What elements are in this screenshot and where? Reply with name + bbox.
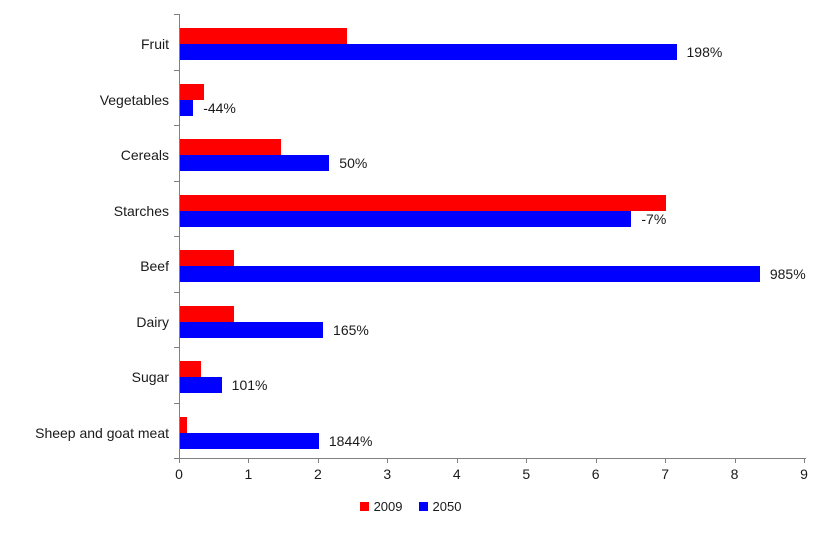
x-axis-tick (456, 458, 458, 463)
category-label: Starches (113, 202, 169, 219)
legend-swatch-2009 (359, 502, 369, 511)
legend-entry-2050: 2050 (418, 499, 462, 514)
change-label: 1844% (328, 432, 373, 449)
legend-label-2050: 2050 (432, 499, 462, 514)
bar-2050 (180, 377, 222, 393)
bar-2050 (180, 99, 194, 116)
x-axis (179, 458, 806, 459)
category-label: Cereals (120, 147, 169, 163)
legend: 2009 2050 (0, 499, 821, 514)
y-axis-tick (174, 347, 179, 348)
legend-entry-2009: 2009 (359, 499, 403, 514)
category-label: Sugar (131, 369, 169, 385)
bar-2009 (180, 361, 201, 377)
x-axis-tick (595, 458, 597, 463)
x-axis-tick (179, 458, 180, 463)
change-label: -7% (641, 210, 667, 227)
bar-2009 (180, 194, 667, 211)
change-label: 101% (231, 377, 268, 393)
category-label: Dairy (136, 313, 169, 330)
y-axis-tick (174, 69, 179, 71)
x-axis-tick (317, 458, 319, 463)
bar-2050 (180, 321, 324, 338)
bar-2009 (180, 250, 235, 266)
x-tick-label: 1 (244, 466, 253, 482)
category-label: Vegetables (99, 91, 169, 108)
bar-2050 (180, 210, 632, 227)
x-tick-label: 4 (452, 466, 461, 482)
change-label: 985% (769, 266, 806, 282)
bar-2050 (180, 432, 319, 449)
change-label: 50% (339, 155, 368, 171)
x-axis-tick (248, 458, 250, 463)
y-axis-tick (174, 14, 179, 15)
legend-swatch-2050 (418, 502, 428, 511)
bar-2009 (180, 305, 235, 322)
legend-label-2009: 2009 (373, 499, 403, 514)
x-tick-label: 7 (661, 466, 669, 482)
x-tick-label: 5 (522, 466, 531, 482)
bar-2050 (180, 155, 330, 171)
x-tick-label: 2 (313, 466, 322, 482)
y-axis-tick (174, 458, 179, 459)
bar-2050 (180, 266, 760, 282)
x-axis-tick (526, 458, 528, 463)
bar-2009 (180, 416, 187, 433)
y-axis-tick (174, 125, 179, 126)
x-tick-label: 0 (175, 466, 183, 482)
x-tick-label: 8 (730, 466, 739, 482)
x-axis-tick (665, 458, 667, 463)
x-tick-label: 9 (800, 466, 808, 482)
y-axis-tick (174, 291, 179, 293)
category-label: Sheep and goat meat (35, 424, 169, 441)
y-axis-tick (174, 402, 179, 404)
bar-2009 (180, 28, 347, 44)
x-tick-label: 6 (591, 466, 600, 482)
category-label: Beef (140, 258, 169, 274)
x-tick-label: 3 (383, 466, 392, 482)
bar-2009 (180, 83, 204, 100)
change-label: 165% (333, 321, 369, 338)
category-label: Fruit (141, 36, 169, 52)
y-axis (179, 14, 180, 459)
change-label: -44% (203, 99, 236, 116)
x-axis-tick (387, 458, 389, 463)
bar-2009 (180, 139, 281, 155)
y-axis-tick (174, 236, 179, 237)
bar-2050 (180, 44, 677, 60)
x-axis-tick (804, 458, 805, 463)
change-label: 198% (686, 44, 723, 60)
y-axis-tick (174, 180, 179, 182)
x-axis-tick (734, 458, 736, 463)
